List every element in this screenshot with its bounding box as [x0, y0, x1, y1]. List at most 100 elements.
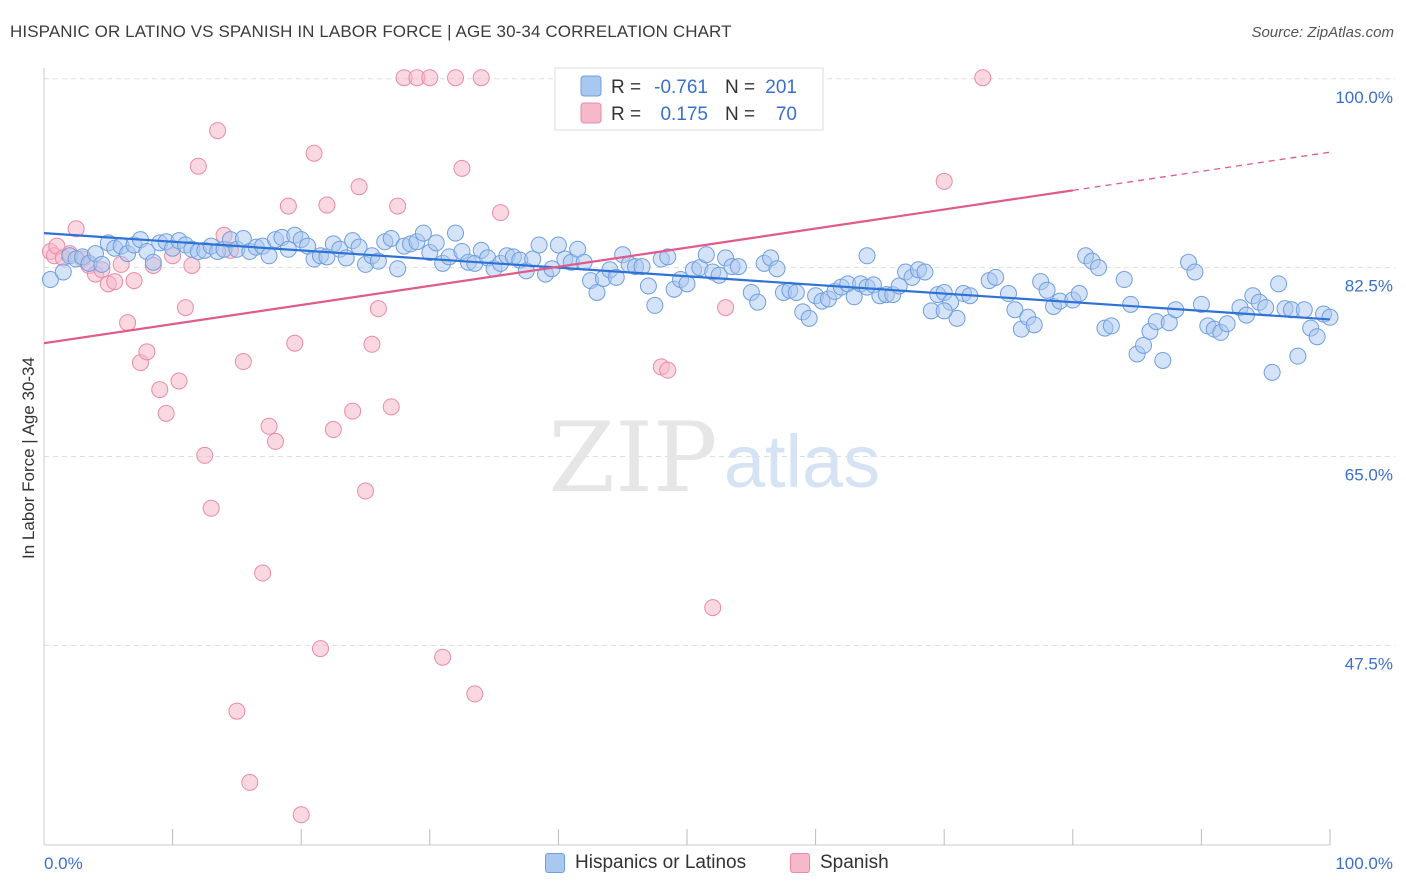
legend-swatch-blue [545, 853, 565, 873]
point-spanish [67, 220, 85, 238]
legend-label-spanish: Spanish [820, 852, 889, 873]
point-spanish [305, 144, 323, 162]
y-tick-label-0: 100.0% [1335, 88, 1393, 107]
point-spanish [106, 273, 124, 291]
trend-line-spanish [43, 189, 1073, 345]
stats-swatch-blue [580, 75, 602, 97]
point-hispanics [1006, 301, 1024, 319]
point-spanish [157, 404, 175, 422]
point-hispanics [530, 236, 548, 254]
point-spanish [209, 122, 227, 140]
point-hispanics [1257, 299, 1275, 317]
point-hispanics [1154, 351, 1172, 369]
point-hispanics [1218, 315, 1236, 333]
legend-label-hispanics: Hispanics or Latinos [575, 852, 747, 873]
point-spanish [234, 353, 252, 371]
point-hispanics [588, 283, 606, 301]
point-hispanics [768, 260, 786, 278]
source-label: Source: ZipAtlas.com [1251, 24, 1394, 41]
point-spanish [151, 381, 169, 399]
point-spanish [125, 272, 143, 290]
point-spanish [717, 299, 735, 317]
stats-legend: R = -0.761 N = 201 R = 0.175 N = 70 [554, 67, 824, 131]
point-hispanics [639, 277, 657, 295]
point-spanish [350, 178, 368, 196]
stats-n-value-pink: 70 [776, 104, 797, 125]
point-spanish [369, 300, 387, 318]
stats-n-label-pink: N = [725, 104, 755, 125]
point-hispanics [607, 268, 625, 286]
stats-r-label-pink: R = [611, 104, 641, 125]
point-hispanics [987, 268, 1005, 286]
x-tick-label-0: 0.0% [44, 854, 83, 873]
stats-swatch-pink [580, 102, 602, 124]
point-spanish [279, 197, 297, 215]
point-spanish [472, 69, 490, 87]
point-spanish [176, 299, 194, 317]
chart-title: HISPANIC OR LATINO VS SPANISH IN LABOR F… [10, 22, 732, 41]
point-hispanics [144, 253, 162, 271]
point-hispanics [1115, 271, 1133, 289]
point-hispanics [1025, 316, 1043, 334]
point-hispanics [729, 258, 747, 276]
point-hispanics [1122, 295, 1140, 313]
point-spanish [434, 648, 452, 666]
point-hispanics [1070, 285, 1088, 303]
y-axis-label: In Labor Force | Age 30-34 [19, 357, 38, 559]
stats-n-value-blue: 201 [765, 77, 797, 98]
stats-n-label-blue: N = [725, 77, 755, 98]
watermark-atlas: atlas [724, 420, 880, 503]
point-spanish [324, 421, 342, 439]
point-spanish [421, 69, 439, 87]
point-spanish [447, 69, 465, 87]
point-hispanics [1321, 308, 1339, 326]
point-hispanics [93, 255, 111, 273]
point-hispanics [1270, 275, 1288, 293]
legend-swatch-pink [790, 853, 810, 873]
point-spanish [138, 343, 156, 361]
point-hispanics [1289, 347, 1307, 365]
point-spanish [974, 69, 992, 87]
point-hispanics [389, 260, 407, 278]
trend-line-hispanics [43, 232, 1331, 321]
point-spanish [389, 197, 407, 215]
point-spanish [254, 564, 272, 582]
point-hispanics [1295, 301, 1313, 319]
point-spanish [266, 432, 284, 450]
y-tick-label-1: 82.5% [1345, 277, 1393, 296]
point-hispanics [916, 263, 934, 281]
point-hispanics [369, 252, 387, 270]
point-hispanics [948, 309, 966, 327]
point-spanish [659, 361, 677, 379]
point-hispanics [697, 246, 715, 264]
point-hispanics [935, 302, 953, 320]
point-spanish [344, 402, 362, 420]
point-hispanics [414, 224, 432, 242]
watermark-zip: ZIP [548, 402, 717, 514]
point-spanish [704, 599, 722, 617]
point-hispanics [858, 247, 876, 265]
legend-item-spanish: Spanish [790, 852, 889, 874]
point-spanish [170, 372, 188, 390]
point-hispanics [41, 271, 59, 289]
point-hispanics [749, 293, 767, 311]
point-hispanics [382, 230, 400, 248]
point-spanish [189, 157, 207, 175]
point-hispanics [633, 258, 651, 276]
point-hispanics [427, 234, 445, 252]
point-spanish [492, 204, 510, 222]
point-spanish [241, 773, 259, 791]
point-hispanics [1308, 328, 1326, 346]
point-spanish [318, 196, 336, 214]
point-hispanics [1090, 259, 1108, 277]
tick-labels: 100.0% 82.5% 65.0% 47.5% 0.0% 100.0% [44, 88, 1393, 873]
point-hispanics [1192, 295, 1210, 313]
bottom-legend: Hispanics or Latinos Spanish [0, 850, 1406, 880]
point-hispanics [646, 296, 664, 314]
point-spanish [119, 314, 137, 332]
point-spanish [292, 806, 310, 824]
point-hispanics [1102, 317, 1120, 335]
stats-r-value-blue: -0.761 [654, 77, 708, 98]
y-tick-label-2: 65.0% [1345, 466, 1393, 485]
